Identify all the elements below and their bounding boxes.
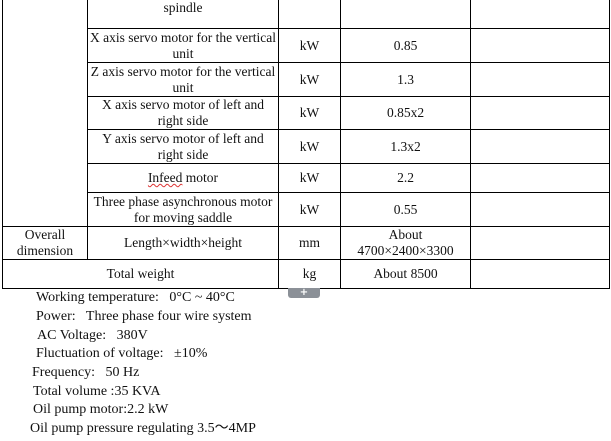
value-cell: 1.3 (340, 62, 471, 97)
note-cell (470, 129, 610, 164)
item-cell: Total weight (2, 259, 279, 289)
note-cell (470, 96, 610, 130)
value-cell: 1.3x2 (340, 129, 471, 164)
unit-cell: kW (278, 129, 341, 164)
table-row: Overall dimension Length×width×height mm… (2, 226, 610, 260)
note-cell (470, 226, 610, 260)
category-cell (2, 0, 88, 227)
table-row: X axis servo motor for the vertical unit… (3, 28, 610, 63)
value-cell: About 8500 (340, 259, 471, 289)
value-cell: 0.85x2 (340, 96, 471, 130)
value-cell: 2.2 (340, 163, 471, 193)
note-cell (470, 0, 610, 29)
table-row: Three phase asynchronous motor for movin… (3, 192, 610, 227)
item-text: motor (182, 170, 219, 185)
unit-cell: kW (278, 192, 341, 227)
note-line: Total volume :35 KVA (33, 384, 161, 399)
note-cell (470, 259, 610, 289)
table-row: Infeed motor kW 2.2 (3, 163, 610, 193)
item-cell: Three phase asynchronous motor for movin… (87, 192, 279, 227)
note-cell (470, 192, 610, 227)
item-cell: Y axis servo motor of left and right sid… (87, 129, 279, 164)
value-cell: 0.85 (340, 28, 471, 63)
category-cell: Overall dimension (2, 226, 88, 260)
note-line: Fluctuation of voltage: ±10% (36, 346, 208, 361)
item-cell: spindle (87, 0, 279, 29)
spec-table: spindle X axis servo motor for the verti… (2, 0, 610, 289)
table-row: Total weight kg About 8500 (2, 259, 610, 289)
unit-cell: kW (278, 28, 341, 63)
unit-cell: kW (278, 62, 341, 97)
unit-cell: mm (278, 226, 341, 260)
table-row: Z axis servo motor for the vertical unit… (3, 62, 610, 97)
item-cell: Infeed motor (87, 163, 279, 193)
table-row: X axis servo motor of left and right sid… (3, 96, 610, 130)
note-cell (470, 28, 610, 63)
note-line: Working temperature: 0°C ~ 40°C (36, 290, 235, 305)
item-cell: X axis servo motor of left and right sid… (87, 96, 279, 130)
unit-cell: kg (278, 259, 341, 289)
note-cell (470, 62, 610, 97)
unit-cell: kW (278, 163, 341, 193)
unit-cell (278, 0, 341, 29)
note-line: Frequency: 50 Hz (32, 365, 140, 380)
item-cell: Length×width×height (87, 226, 279, 260)
note-line: AC Voltage: 380V (37, 328, 148, 343)
expand-button[interactable]: + (288, 288, 320, 298)
note-line: Oil pump pressure regulating 3.5～4MP (30, 421, 256, 436)
note-line: Oil pump motor:2.2 kW (33, 402, 169, 417)
table-row: Y axis servo motor of left and right sid… (3, 129, 610, 164)
value-cell: 0.55 (340, 192, 471, 227)
item-cell: Z axis servo motor for the vertical unit (87, 62, 279, 97)
unit-cell: kW (278, 96, 341, 130)
table-row: spindle (2, 0, 610, 227)
note-cell (470, 163, 610, 193)
item-cell: X axis servo motor for the vertical unit (87, 28, 279, 63)
misspelled-word: Infeed (147, 170, 183, 185)
note-line: Power: Three phase four wire system (36, 309, 252, 324)
value-cell (340, 0, 471, 29)
value-cell: About 4700×2400×3300 (340, 226, 471, 260)
